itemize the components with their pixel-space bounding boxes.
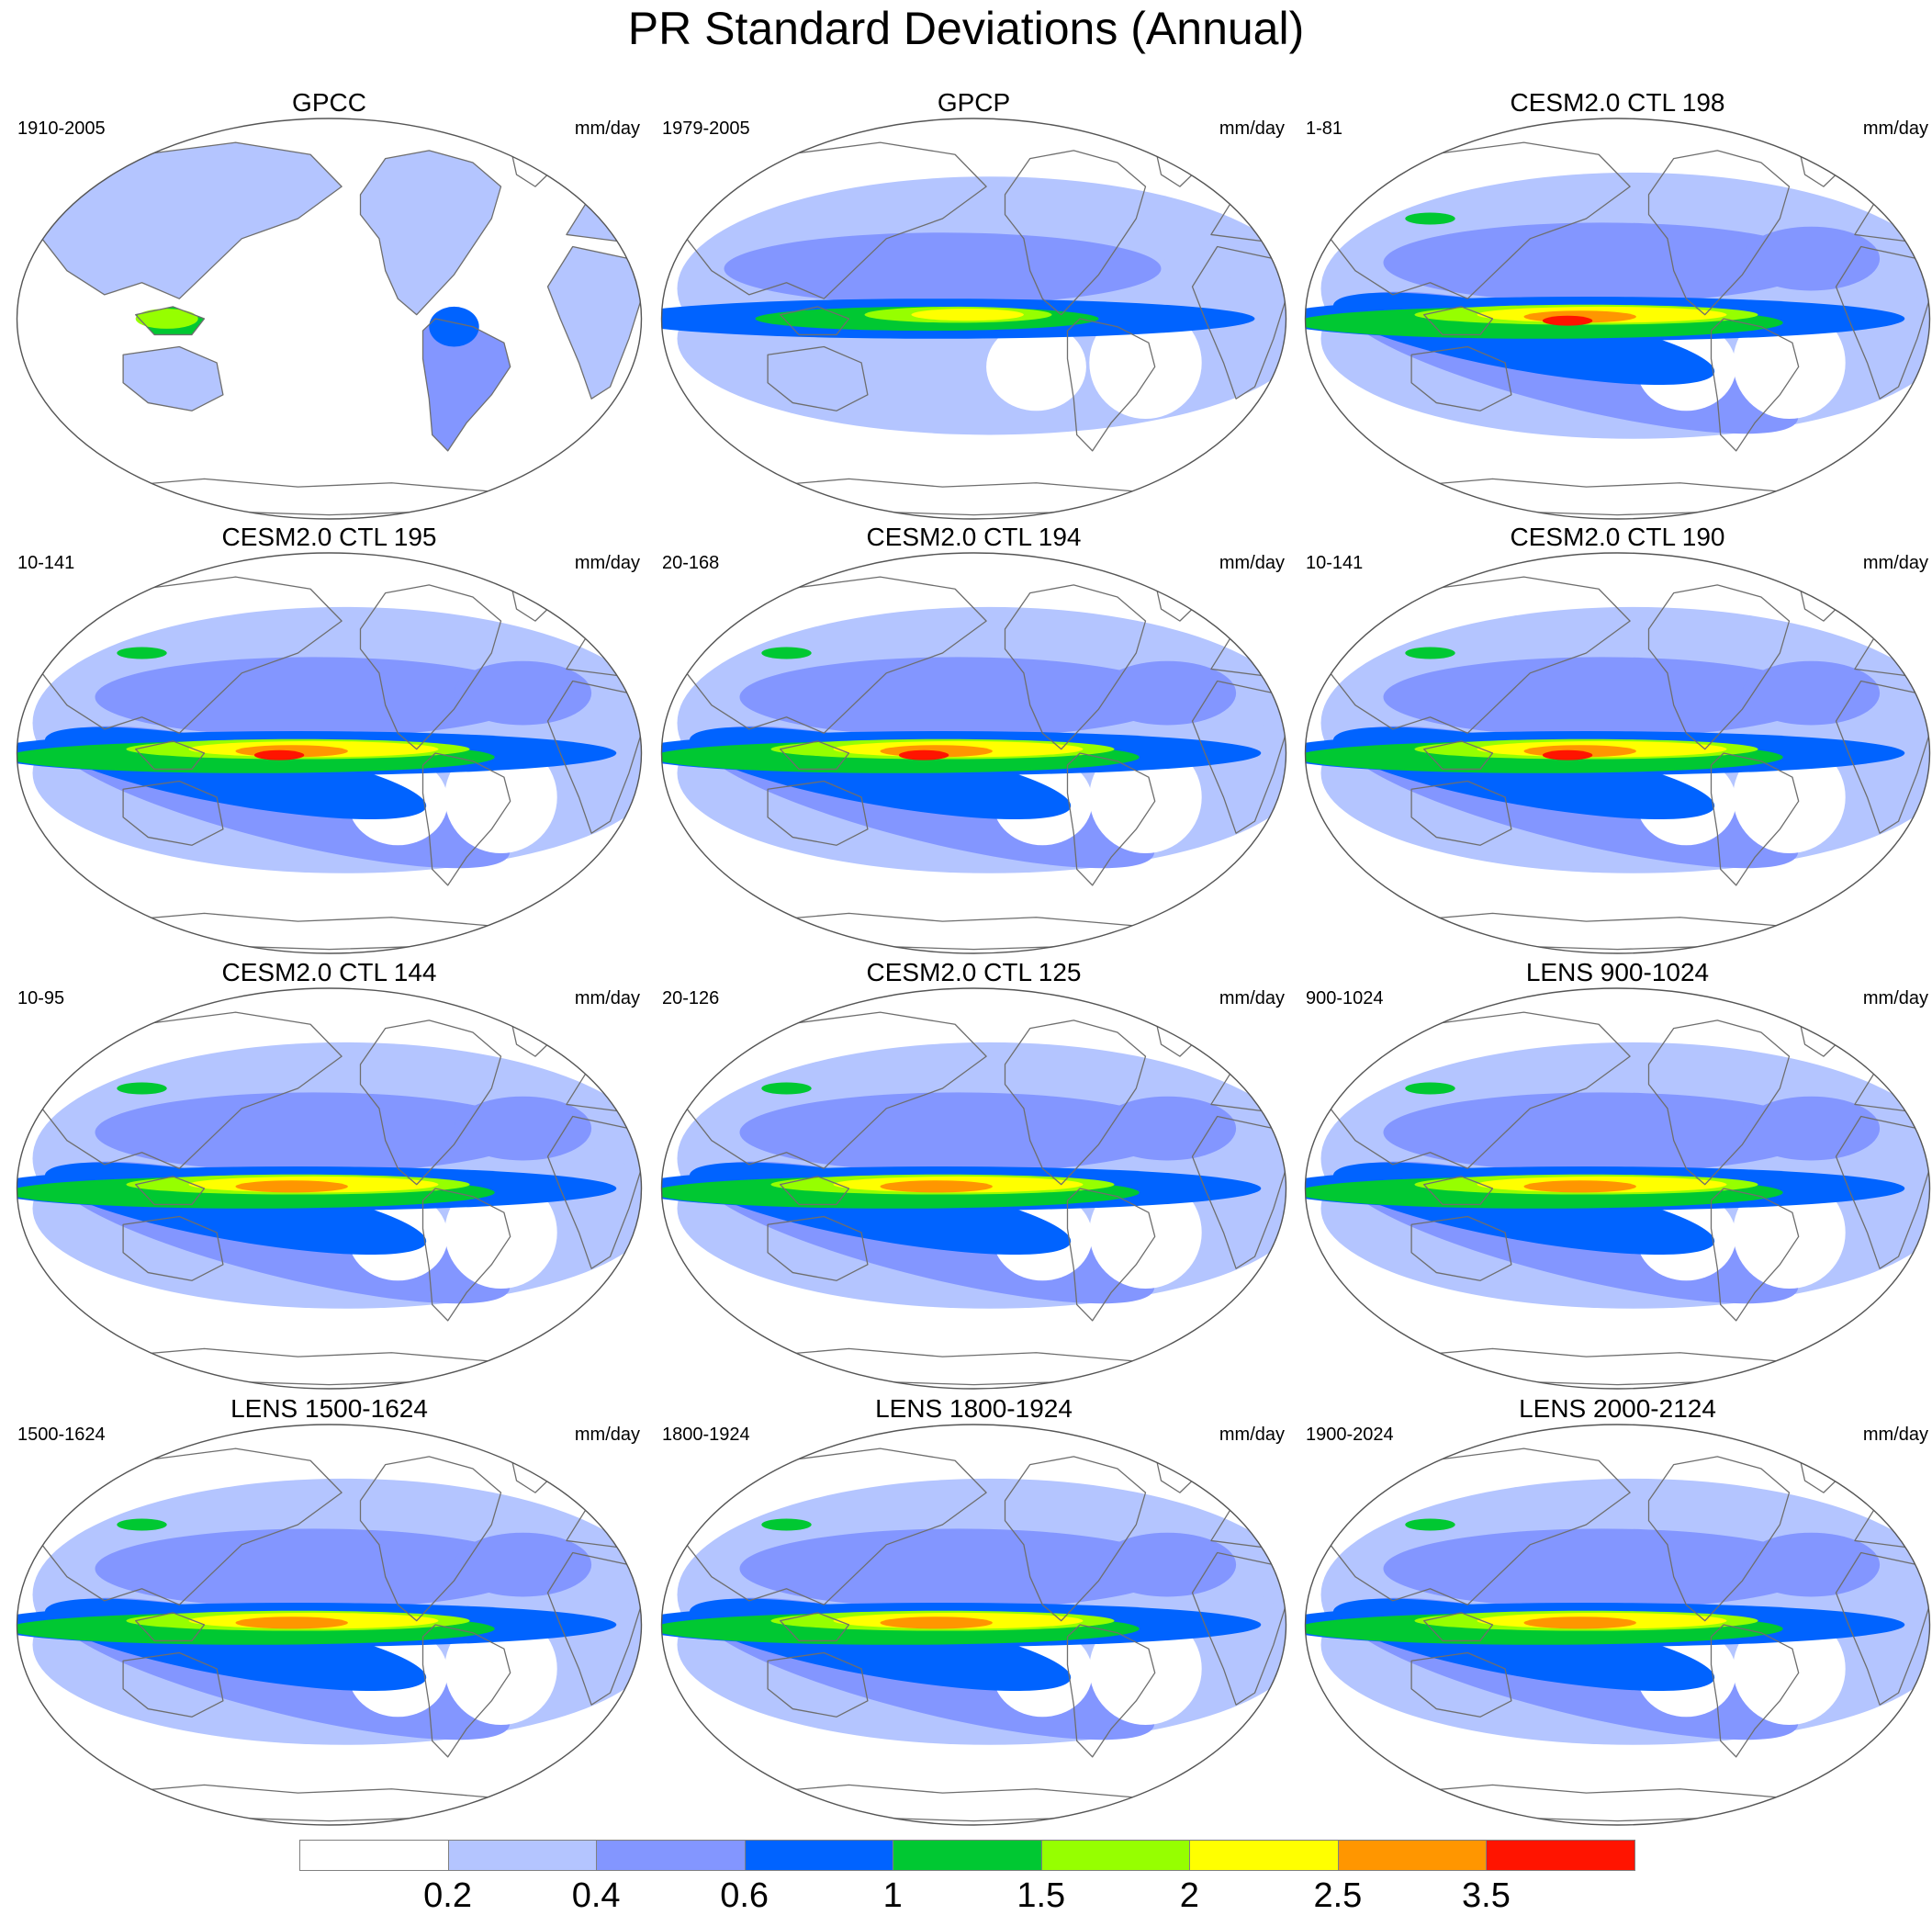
warm-pool-extreme	[899, 750, 949, 760]
maritime-high	[136, 309, 198, 329]
warm-pool-max	[881, 1616, 993, 1628]
warm-pool-extreme	[1543, 750, 1592, 760]
map-field	[1303, 549, 1932, 958]
colorbar-tick-label: 2	[1180, 1877, 1199, 1914]
map-field	[659, 115, 1288, 524]
world-map	[15, 114, 644, 524]
north-atlantic-storm-track	[1743, 1097, 1881, 1161]
map-field	[659, 549, 1288, 958]
map-field	[1303, 1421, 1932, 1830]
world-map	[1303, 1420, 1932, 1830]
tibetan-plateau-edge	[1405, 647, 1455, 659]
world-map	[15, 548, 644, 958]
map-field	[15, 985, 644, 1393]
tibetan-plateau-edge	[761, 647, 811, 659]
north-atlantic-storm-track	[1099, 1533, 1237, 1597]
map-field	[15, 549, 644, 958]
colorbar-swatch	[1189, 1840, 1339, 1871]
north-atlantic-storm-track	[1743, 661, 1881, 726]
world-map	[1303, 984, 1932, 1393]
colorbar-tick-label: 0.2	[423, 1877, 472, 1914]
map-field	[659, 985, 1288, 1393]
warm-pool-max	[1524, 1180, 1636, 1192]
tibetan-plateau-edge	[761, 1518, 811, 1530]
colorbar-tick-label: 3.5	[1462, 1877, 1511, 1914]
map-field	[15, 115, 644, 524]
colorbar-swatch	[1338, 1840, 1488, 1871]
map-field	[15, 1421, 644, 1830]
colorbar-swatch	[596, 1840, 746, 1871]
warm-pool-max	[236, 1616, 348, 1628]
colorbar-swatch	[1486, 1840, 1635, 1871]
world-map	[659, 114, 1288, 524]
north-atlantic-storm-track	[1099, 1097, 1237, 1161]
world-map	[659, 1420, 1288, 1830]
colorbar-swatch	[893, 1840, 1042, 1871]
colorbar-swatch	[745, 1840, 894, 1871]
tibetan-plateau-edge	[1405, 1518, 1455, 1530]
warm-pool-extreme	[254, 750, 304, 760]
colorbar-swatch	[1041, 1840, 1191, 1871]
north-atlantic-storm-track	[455, 1097, 592, 1161]
warm-pool-extreme	[1543, 316, 1592, 326]
world-map	[1303, 548, 1932, 958]
world-map	[1303, 114, 1932, 524]
colorbar-tick-label: 1	[883, 1877, 903, 1914]
north-atlantic-storm-track	[455, 661, 592, 726]
tibetan-plateau-edge	[761, 1082, 811, 1094]
north-pacific-storm-track	[724, 232, 1162, 304]
world-map	[15, 1420, 644, 1830]
map-field	[1303, 985, 1932, 1393]
warm-pool-max	[236, 1180, 348, 1192]
colorbar-tick-label: 0.6	[720, 1877, 769, 1914]
colorbar-tick-label: 1.5	[1017, 1877, 1065, 1914]
tibetan-plateau-edge	[117, 1518, 166, 1530]
warm-pool-max	[881, 1180, 993, 1192]
north-atlantic-storm-track	[1743, 1533, 1881, 1597]
tibetan-plateau-edge	[1405, 1082, 1455, 1094]
tibetan-plateau-edge	[1405, 212, 1455, 224]
colorbar-tick-label: 2.5	[1313, 1877, 1362, 1914]
colorbar-swatch	[299, 1840, 449, 1871]
world-map	[659, 984, 1288, 1393]
world-map	[659, 548, 1288, 958]
colorbar	[299, 1840, 1634, 1873]
north-atlantic-storm-track	[1743, 227, 1881, 291]
north-atlantic-storm-track	[455, 1533, 592, 1597]
tibetan-plateau-edge	[117, 1082, 166, 1094]
map-field	[1303, 115, 1932, 524]
colorbar-tick-label: 0.4	[572, 1877, 621, 1914]
colorbar-swatch	[448, 1840, 598, 1871]
figure-title: PR Standard Deviations (Annual)	[0, 0, 1932, 57]
warm-pool-peak	[912, 309, 1024, 321]
warm-pool-max	[1524, 1616, 1636, 1628]
north-atlantic-storm-track	[1099, 661, 1237, 726]
world-map	[15, 984, 644, 1393]
tibetan-plateau-edge	[117, 647, 166, 659]
map-field	[659, 1421, 1288, 1830]
